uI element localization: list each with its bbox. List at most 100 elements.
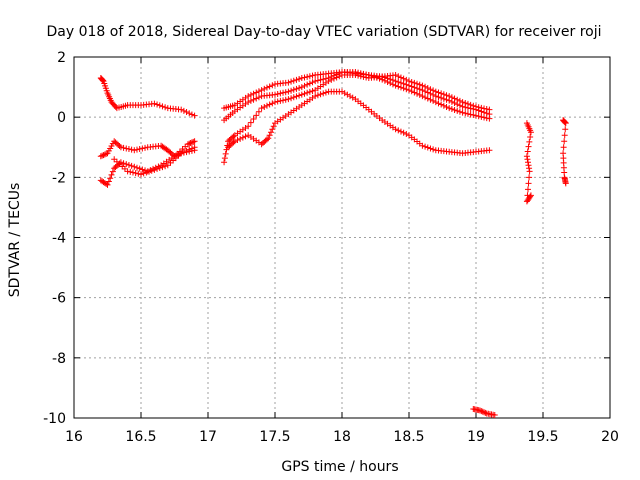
data-point (258, 105, 265, 112)
data-point (188, 111, 195, 118)
y-tick-label: -4 (52, 231, 66, 247)
data-point (272, 91, 278, 98)
data-point (282, 89, 289, 96)
data-point (285, 96, 292, 103)
data-point (104, 181, 111, 188)
data-point (139, 145, 146, 152)
data-point (159, 164, 166, 171)
y-tick-label: -6 (52, 291, 66, 307)
data-point (438, 101, 445, 108)
data-point (136, 146, 143, 153)
data-point (272, 99, 278, 106)
data-point (245, 99, 252, 106)
data-point (419, 142, 426, 149)
data-point (395, 127, 402, 134)
data-point (178, 150, 185, 157)
x-tick-label: 19.5 (527, 429, 558, 445)
data-point (116, 143, 123, 150)
data-point (416, 91, 423, 98)
data-point (265, 135, 272, 142)
data-point (479, 408, 486, 415)
data-point (411, 89, 418, 96)
data-point (446, 105, 453, 112)
data-point (475, 104, 482, 111)
data-point (462, 100, 469, 107)
data-point (486, 115, 493, 122)
data-point (360, 73, 367, 80)
data-point (462, 110, 469, 117)
y-tick-label: 2 (57, 50, 66, 66)
data-point (178, 106, 185, 113)
data-point (132, 170, 139, 177)
data-point (239, 134, 246, 141)
data-point (263, 84, 270, 91)
data-point (526, 165, 533, 172)
data-point (527, 129, 534, 136)
data-point (526, 174, 533, 181)
data-point (333, 74, 340, 81)
data-point (140, 170, 147, 177)
data-point (336, 73, 343, 80)
data-point (296, 84, 303, 91)
data-point (400, 85, 407, 92)
data-point (247, 97, 254, 104)
data-point (459, 99, 466, 106)
data-point (285, 88, 292, 95)
data-point (395, 83, 402, 90)
series-track-h (225, 88, 493, 157)
y-axis-label: SDTVAR / TECUs (7, 183, 23, 298)
data-point (561, 118, 568, 125)
data-point (562, 119, 569, 126)
data-point (435, 89, 442, 96)
data-point (156, 102, 163, 109)
data-point (314, 92, 321, 99)
data-point (146, 168, 153, 175)
data-point (477, 407, 484, 414)
data-point (384, 78, 391, 85)
data-point (414, 90, 421, 97)
grid-lines (74, 57, 610, 418)
data-point (280, 97, 287, 104)
data-point (180, 149, 187, 156)
data-point (293, 85, 300, 92)
data-point (419, 93, 426, 100)
data-point (562, 120, 569, 127)
data-point (411, 79, 418, 86)
data-point (261, 103, 268, 110)
data-point (430, 146, 437, 153)
data-point (525, 143, 532, 150)
data-point (277, 97, 284, 104)
data-point (109, 168, 116, 175)
data-point (261, 85, 268, 92)
x-tick-label: 16.5 (125, 429, 156, 445)
data-point (288, 87, 295, 94)
data-point (309, 72, 316, 79)
data-point (154, 101, 161, 108)
data-point (355, 72, 362, 79)
data-point (339, 88, 345, 95)
data-point (139, 166, 146, 173)
data-point (298, 84, 305, 91)
x-tick-label: 20 (601, 429, 619, 445)
data-point (481, 409, 488, 416)
data-point (443, 92, 450, 99)
series-track-j (523, 120, 534, 205)
data-point (309, 87, 316, 94)
data-point (301, 74, 308, 81)
data-point (131, 147, 138, 154)
data-point (296, 75, 303, 82)
data-point (440, 102, 447, 109)
data-point (389, 81, 396, 88)
data-point (117, 144, 124, 151)
data-point (527, 134, 534, 141)
data-point (475, 113, 482, 120)
y-tick-label: -10 (43, 411, 66, 427)
data-point (478, 113, 485, 120)
data-point (406, 78, 412, 85)
data-point (473, 112, 479, 119)
data-point (105, 178, 112, 185)
data-point (464, 100, 471, 107)
data-point (266, 101, 273, 108)
data-point (186, 110, 193, 117)
